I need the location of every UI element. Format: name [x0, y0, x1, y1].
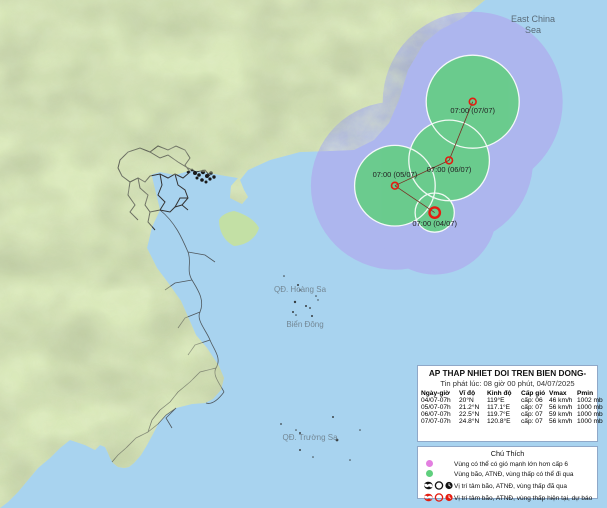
svg-text:07:00 (07/07): 07:00 (07/07)	[450, 106, 495, 115]
svg-text:07:00 (04/07): 07:00 (04/07)	[412, 219, 457, 228]
svg-text:07:00 (06/07): 07:00 (06/07)	[427, 165, 472, 174]
svg-text:East China: East China	[511, 14, 555, 24]
svg-text:07:00 (05/07): 07:00 (05/07)	[373, 170, 418, 179]
svg-text:Sea: Sea	[525, 25, 541, 35]
svg-text:QĐ. Trường Sa: QĐ. Trường Sa	[282, 433, 338, 442]
svg-text:Biển Đông: Biển Đông	[286, 320, 323, 329]
svg-text:QĐ. Hoàng Sa: QĐ. Hoàng Sa	[274, 285, 327, 294]
